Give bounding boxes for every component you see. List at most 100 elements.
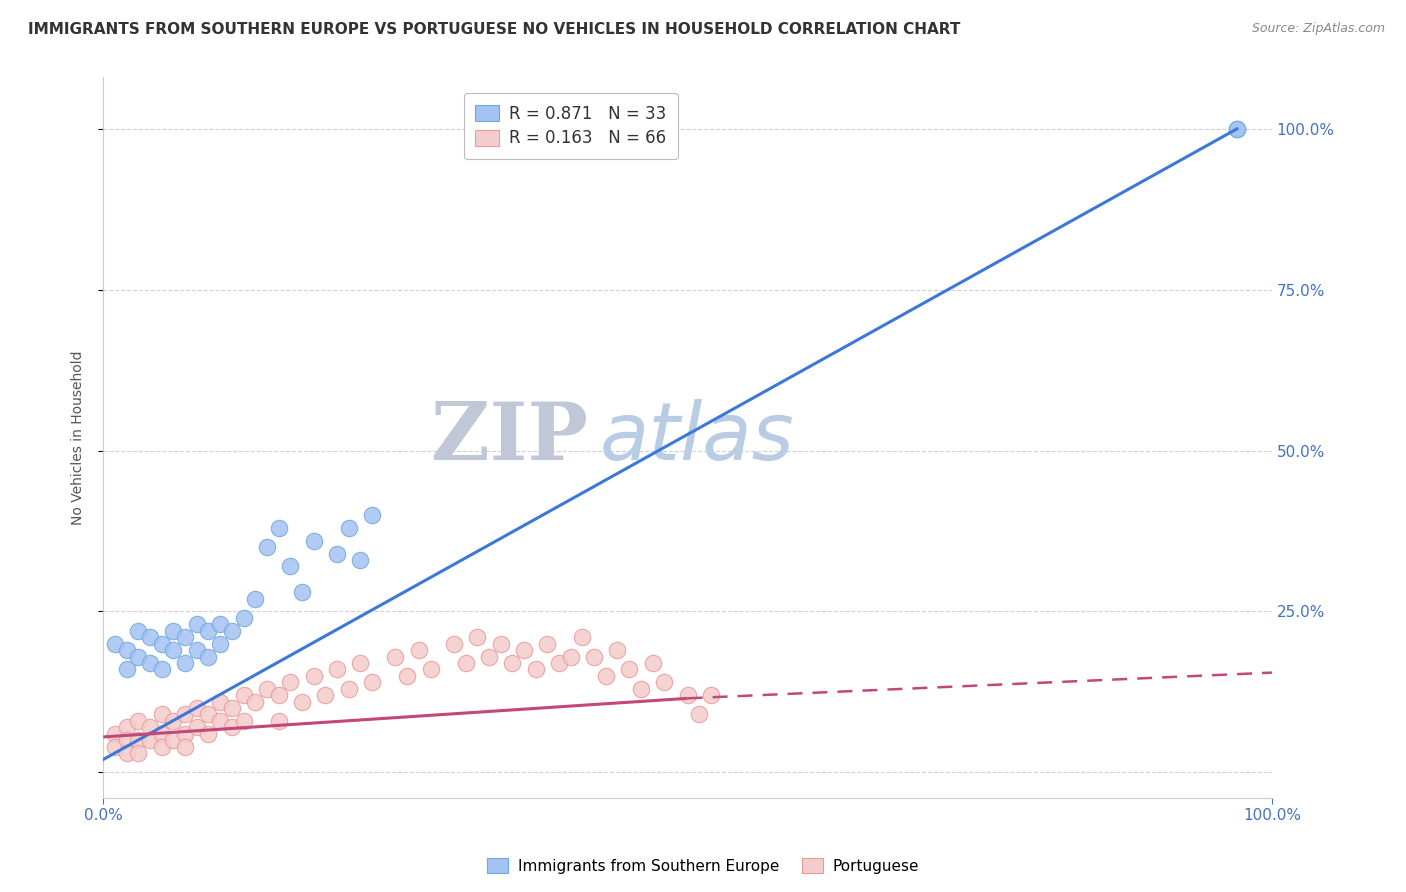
Point xyxy=(139,630,162,644)
Point xyxy=(127,649,149,664)
Point xyxy=(162,733,184,747)
Point xyxy=(326,662,349,676)
Point xyxy=(617,662,640,676)
Point xyxy=(245,694,267,708)
Point xyxy=(1226,122,1249,136)
Point xyxy=(186,643,208,657)
Point xyxy=(150,707,173,722)
Point xyxy=(232,611,254,625)
Point xyxy=(186,701,208,715)
Point xyxy=(361,508,384,522)
Point xyxy=(115,643,138,657)
Point xyxy=(197,649,219,664)
Point xyxy=(595,669,617,683)
Point xyxy=(583,649,606,664)
Point xyxy=(209,637,232,651)
Point xyxy=(150,739,173,754)
Point xyxy=(256,681,278,696)
Point xyxy=(221,701,243,715)
Point xyxy=(245,591,267,606)
Point xyxy=(127,624,149,638)
Point xyxy=(641,656,664,670)
Point xyxy=(267,521,290,535)
Point xyxy=(700,688,723,702)
Point xyxy=(630,681,652,696)
Point xyxy=(115,733,138,747)
Point xyxy=(221,720,243,734)
Point xyxy=(127,746,149,760)
Point xyxy=(337,681,360,696)
Point xyxy=(162,624,184,638)
Legend: R = 0.871   N = 33, R = 0.163   N = 66: R = 0.871 N = 33, R = 0.163 N = 66 xyxy=(464,93,678,159)
Point xyxy=(337,521,360,535)
Point xyxy=(501,656,523,670)
Point xyxy=(1226,122,1249,136)
Point xyxy=(115,720,138,734)
Point xyxy=(408,643,430,657)
Point xyxy=(419,662,441,676)
Point xyxy=(162,714,184,728)
Point xyxy=(209,617,232,632)
Point xyxy=(267,714,290,728)
Point xyxy=(174,630,197,644)
Point xyxy=(443,637,465,651)
Point xyxy=(174,739,197,754)
Point xyxy=(186,617,208,632)
Point xyxy=(454,656,477,670)
Point xyxy=(127,733,149,747)
Point xyxy=(232,714,254,728)
Point xyxy=(302,533,325,548)
Point xyxy=(524,662,547,676)
Point xyxy=(139,656,162,670)
Point xyxy=(209,714,232,728)
Point xyxy=(489,637,512,651)
Point xyxy=(162,643,184,657)
Point xyxy=(267,688,290,702)
Point xyxy=(104,739,127,754)
Point xyxy=(221,624,243,638)
Point xyxy=(361,675,384,690)
Point xyxy=(349,553,371,567)
Point xyxy=(115,746,138,760)
Point xyxy=(278,675,301,690)
Point xyxy=(302,669,325,683)
Text: ZIP: ZIP xyxy=(432,399,588,476)
Point xyxy=(326,547,349,561)
Point xyxy=(139,733,162,747)
Point xyxy=(571,630,593,644)
Point xyxy=(174,707,197,722)
Text: atlas: atlas xyxy=(600,399,794,476)
Point xyxy=(652,675,675,690)
Point xyxy=(104,727,127,741)
Point xyxy=(197,727,219,741)
Point xyxy=(314,688,336,702)
Point xyxy=(548,656,571,670)
Point xyxy=(256,540,278,554)
Text: IMMIGRANTS FROM SOUTHERN EUROPE VS PORTUGUESE NO VEHICLES IN HOUSEHOLD CORRELATI: IMMIGRANTS FROM SOUTHERN EUROPE VS PORTU… xyxy=(28,22,960,37)
Y-axis label: No Vehicles in Household: No Vehicles in Household xyxy=(72,351,86,525)
Text: Source: ZipAtlas.com: Source: ZipAtlas.com xyxy=(1251,22,1385,36)
Point xyxy=(536,637,558,651)
Point xyxy=(278,559,301,574)
Point xyxy=(384,649,406,664)
Point xyxy=(465,630,488,644)
Point xyxy=(513,643,536,657)
Point xyxy=(174,656,197,670)
Point xyxy=(688,707,710,722)
Point xyxy=(349,656,371,670)
Point xyxy=(676,688,699,702)
Point xyxy=(560,649,582,664)
Point xyxy=(139,720,162,734)
Legend: Immigrants from Southern Europe, Portuguese: Immigrants from Southern Europe, Portugu… xyxy=(481,852,925,880)
Point xyxy=(115,662,138,676)
Point xyxy=(396,669,419,683)
Point xyxy=(104,637,127,651)
Point xyxy=(291,585,314,599)
Point xyxy=(186,720,208,734)
Point xyxy=(174,727,197,741)
Point xyxy=(150,662,173,676)
Point xyxy=(478,649,501,664)
Point xyxy=(127,714,149,728)
Point xyxy=(150,727,173,741)
Point xyxy=(606,643,628,657)
